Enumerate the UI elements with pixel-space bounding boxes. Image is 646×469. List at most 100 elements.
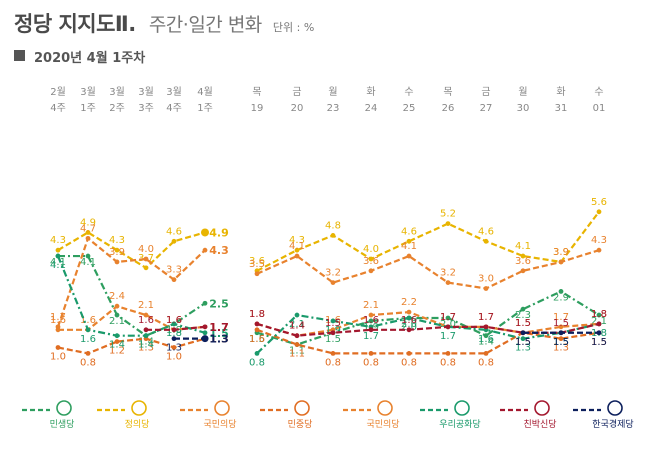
data-label: 3.9 <box>553 247 569 258</box>
data-label: 0.8 <box>401 357 417 368</box>
data-label: 4.0 <box>363 244 379 255</box>
data-label: 1.3 <box>166 343 182 354</box>
data-label: 1.6 <box>166 315 182 326</box>
data-label: 1.7 <box>478 312 494 323</box>
data-point <box>202 247 208 253</box>
weekly-tick-bottom: 3주 <box>138 103 154 114</box>
data-label: 3.5 <box>249 259 265 270</box>
data-point <box>202 330 208 336</box>
chart-title-row: 정당 지지도Ⅱ. 주간·일간 변화 단위 : % <box>14 8 314 38</box>
data-point <box>368 268 374 274</box>
data-point <box>294 333 300 339</box>
daily-tick-bottom: 19 <box>251 103 264 114</box>
daily-tick-top: 금 <box>292 86 301 98</box>
weekly-tick-top: 3월 <box>166 86 182 98</box>
data-label: 1.5 <box>591 337 607 348</box>
data-point <box>520 306 526 312</box>
data-label: 2.9 <box>553 292 569 303</box>
data-label: 1.6 <box>138 315 154 326</box>
data-label: 4.1 <box>50 257 66 268</box>
legend-label: 우리공화당 <box>439 419 480 430</box>
data-point <box>483 351 489 356</box>
data-label: 1.6 <box>363 315 379 326</box>
data-label: 2.2 <box>401 297 417 308</box>
data-label: 2.0 <box>401 319 417 330</box>
data-label: 2.1 <box>289 319 305 330</box>
pro-park-logo-icon <box>534 400 550 416</box>
data-label: 1.5 <box>249 334 265 345</box>
series-line-daily <box>256 313 600 355</box>
weekly-end-marker <box>201 228 209 237</box>
data-label: 1.7 <box>440 331 456 342</box>
data-label: 1.5 <box>209 327 229 340</box>
data-label: 1.5 <box>325 334 341 345</box>
data-label: 4.1 <box>50 260 66 271</box>
data-point <box>406 309 412 315</box>
peoples-logo-icon <box>214 400 230 416</box>
data-point <box>330 280 336 285</box>
data-label: 1.4 <box>138 337 154 348</box>
data-point <box>483 324 489 330</box>
daily-tick-bottom: 31 <box>555 103 568 114</box>
legend-label: 민생당 <box>50 419 75 430</box>
data-point <box>202 300 208 306</box>
data-point <box>171 345 177 350</box>
data-label: 4.6 <box>478 226 494 237</box>
data-point <box>406 351 412 356</box>
daily-tick-top: 금 <box>481 86 490 98</box>
weekly-tick-bottom: 4주 <box>166 103 182 114</box>
data-label: 1.7 <box>478 312 494 323</box>
data-point <box>330 330 336 336</box>
series-line-daily <box>256 310 600 337</box>
data-point <box>202 324 208 330</box>
data-label: 1.5 <box>515 337 531 348</box>
data-label: 4.9 <box>209 226 229 239</box>
data-label: 1.4 <box>289 321 305 332</box>
weekly-tick-top: 3월 <box>109 86 125 98</box>
data-point <box>254 351 260 356</box>
data-label: 4.3 <box>109 235 125 246</box>
data-label: 1.5 <box>515 318 531 329</box>
data-label: 0.8 <box>325 357 341 368</box>
daily-tick-top: 월 <box>328 86 337 98</box>
data-label: 2.1 <box>109 316 125 327</box>
daily-tick-top: 화 <box>366 86 375 98</box>
data-label: 3.3 <box>166 265 182 276</box>
data-point <box>520 336 526 342</box>
data-point <box>483 333 489 339</box>
data-label: 1.5 <box>553 337 569 348</box>
data-point <box>558 336 564 342</box>
series-line-daily <box>256 322 600 337</box>
data-point <box>368 351 374 356</box>
data-point <box>294 342 300 347</box>
data-label: 0.8 <box>478 357 494 368</box>
data-point <box>330 318 336 324</box>
legend-label: 친박신당 <box>523 419 556 430</box>
data-point <box>596 247 602 253</box>
series-line-daily <box>256 211 600 272</box>
data-label: 1.6 <box>249 334 265 345</box>
data-label: 4.6 <box>166 226 182 237</box>
data-label: 4.8 <box>325 220 341 231</box>
data-label: 3.9 <box>553 247 569 258</box>
data-point <box>171 336 177 342</box>
peoples-logo-icon <box>377 400 393 416</box>
data-point <box>368 256 374 262</box>
data-point <box>85 230 91 235</box>
weekly-tick-top: 3월 <box>138 86 154 98</box>
data-point <box>254 321 260 327</box>
data-point <box>85 235 91 241</box>
data-point <box>445 324 451 330</box>
data-point <box>85 351 91 356</box>
data-label: 1.3 <box>209 333 229 346</box>
data-point <box>55 327 61 333</box>
data-point <box>520 330 526 336</box>
data-point <box>114 339 120 344</box>
data-label: 1.3 <box>553 343 569 354</box>
data-point <box>143 333 149 339</box>
series-line-weekly <box>56 236 206 328</box>
data-point <box>114 333 120 339</box>
data-point <box>330 233 336 238</box>
daily-tick-top: 목 <box>443 86 452 98</box>
